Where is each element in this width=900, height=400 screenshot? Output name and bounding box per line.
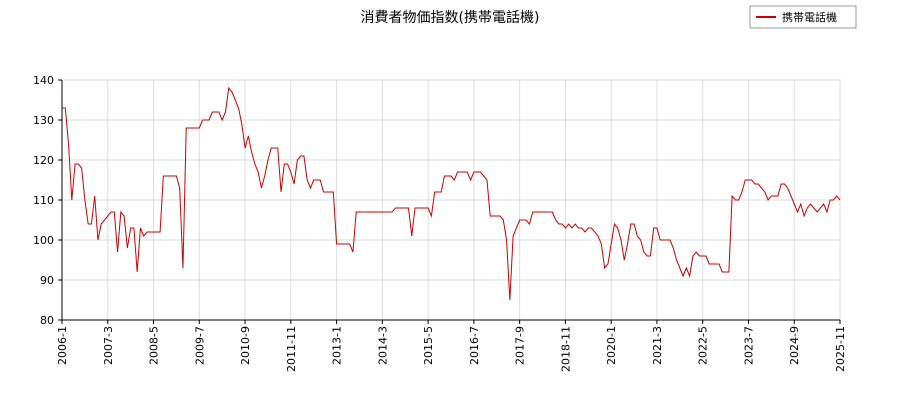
y-tick-label: 120 bbox=[33, 154, 54, 167]
legend: 携帯電話機 bbox=[749, 5, 857, 29]
y-tick-label: 140 bbox=[33, 74, 54, 87]
x-tick-label: 2010-9 bbox=[239, 326, 252, 365]
x-tick-label: 2021-3 bbox=[651, 326, 664, 365]
y-tick-label: 130 bbox=[33, 114, 54, 127]
legend-label: 携帯電話機 bbox=[782, 10, 837, 24]
y-tick-label: 100 bbox=[33, 234, 54, 247]
x-tick-label: 2024-9 bbox=[788, 326, 801, 365]
x-tick-label: 2006-1 bbox=[56, 326, 69, 365]
x-tick-label: 2013-1 bbox=[331, 326, 344, 365]
x-tick-label: 2011-11 bbox=[285, 326, 298, 372]
chart-title: 消費者物価指数(携帯電話機) bbox=[361, 9, 540, 26]
legend-box bbox=[749, 5, 857, 29]
x-tick-label: 2022-5 bbox=[697, 326, 710, 365]
y-tick-label: 110 bbox=[33, 194, 54, 207]
y-tick-label: 80 bbox=[40, 314, 54, 327]
y-tick-label: 90 bbox=[40, 274, 54, 287]
x-tick-label: 2025-11 bbox=[834, 326, 847, 372]
x-tick-label: 2023-7 bbox=[742, 326, 755, 365]
x-tick-label: 2008-5 bbox=[148, 326, 161, 365]
x-tick-label: 2016-7 bbox=[468, 326, 481, 365]
x-tick-label: 2007-3 bbox=[102, 326, 115, 365]
x-tick-label: 2020-1 bbox=[605, 326, 618, 365]
x-tick-label: 2017-9 bbox=[514, 326, 527, 365]
x-tick-label: 2014-3 bbox=[376, 326, 389, 365]
series-line bbox=[62, 86, 841, 301]
x-tick-label: 2015-5 bbox=[422, 326, 435, 365]
x-tick-label: 2018-11 bbox=[559, 326, 572, 372]
x-tick-label: 2009-7 bbox=[193, 326, 206, 365]
